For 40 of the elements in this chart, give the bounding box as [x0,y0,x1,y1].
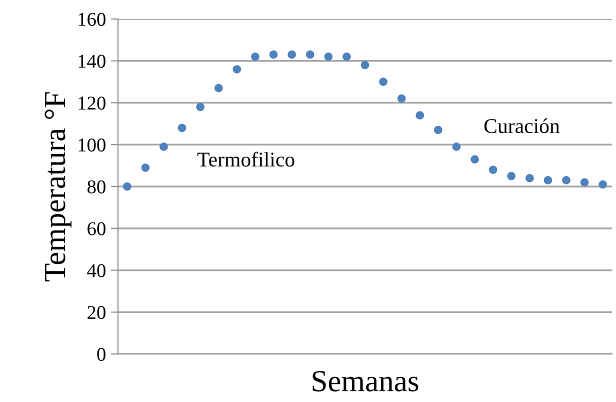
annotation: Curación [484,118,560,134]
point [562,176,570,184]
point [397,94,406,103]
point [232,65,242,74]
point [598,180,608,189]
point [178,124,186,132]
point [269,50,278,59]
point [379,78,388,86]
point [416,111,424,120]
y-tick-label: 120 [78,96,106,110]
y-tick-label: 140 [78,54,106,68]
y-tick-label: 40 [87,264,106,278]
point [214,84,223,92]
x-axis-title: Semanas [312,370,418,392]
point [434,126,442,134]
point [324,52,333,61]
y-tick-label: 100 [78,138,106,152]
y-tick-label: 160 [78,12,106,26]
point [342,52,351,61]
point [526,174,534,182]
point [288,50,296,59]
point [507,172,516,180]
point [544,176,552,184]
point [122,182,132,191]
annotation: Termofilico [197,152,294,167]
point [488,166,498,174]
y-axis-title: Temperatura °F [44,92,72,282]
point [452,142,461,151]
point [470,155,479,164]
point [251,52,260,61]
point [360,60,370,70]
point [196,102,204,112]
point [160,142,168,151]
point [141,163,150,172]
y-tick-label: 60 [88,222,106,236]
point [306,50,314,59]
y-tick-label: 80 [87,180,106,194]
point [580,178,589,186]
y-tick-label: 20 [88,306,106,320]
y-tick-label: 0 [97,348,106,361]
